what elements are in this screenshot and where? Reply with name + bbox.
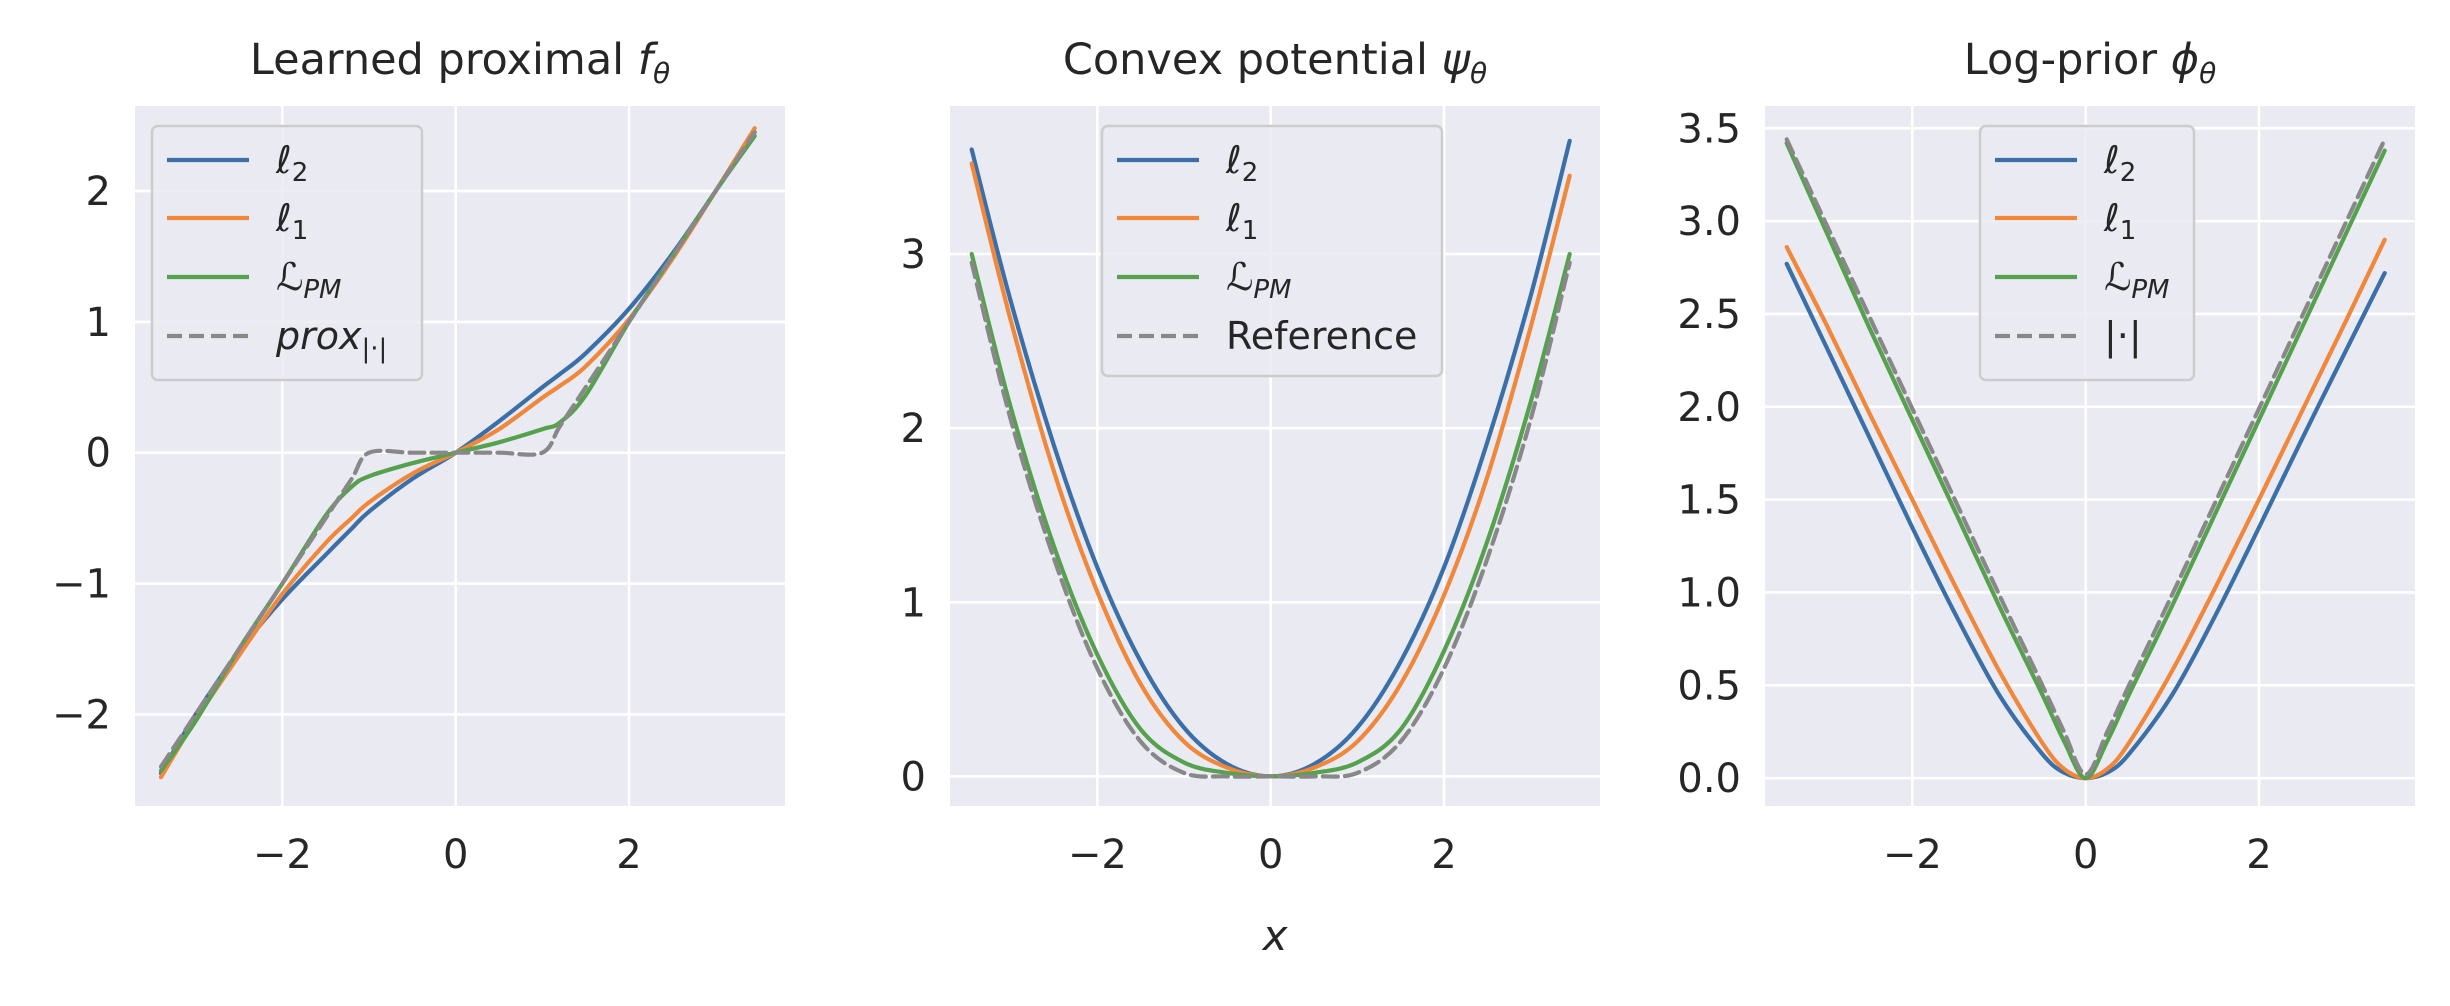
ticks-2: −2 0 2 0 1 2 3	[901, 232, 1457, 878]
panel-learned-proximal: Learned proximal fθ −2 0 2 −2 −1 0 1 2 ℓ2 ℓ1 ℒP…	[52, 35, 785, 878]
lines-1	[158, 126, 757, 780]
y-tick-label: 3.0	[1677, 199, 1741, 245]
legend-label-lpm: ℒPM	[276, 255, 342, 305]
lines-3	[1784, 137, 2387, 781]
x-tick-label: 0	[443, 832, 468, 878]
legend-label-abs: |·|	[2104, 314, 2142, 359]
x-tick-label: −2	[253, 832, 312, 878]
legend-box-1	[150, 124, 424, 382]
lines-2	[969, 138, 1572, 779]
legend-label-prox: prox|·|	[275, 314, 387, 364]
x-tick-label: 2	[2246, 832, 2271, 878]
y-tick-label: 0	[86, 431, 111, 477]
legend-label-l1: ℓ1	[275, 196, 308, 246]
y-tick-label: 2	[86, 169, 111, 215]
legend-label-l2: ℓ2	[2103, 138, 2136, 188]
panel-log-prior: Log-prior ϕθ −2 0 2 0.0 0.5 1.0 1.5 2.0 2.5 3.0 3.…	[1677, 35, 2415, 878]
chart-title-1: Learned proximal fθ	[250, 35, 670, 90]
y-tick-label: 1	[901, 580, 926, 626]
legend-label-l2: ℓ2	[275, 138, 308, 188]
y-tick-label: 1.0	[1677, 570, 1741, 616]
x-tick-label: 2	[1431, 832, 1456, 878]
legend-3: ℓ2 ℓ1 ℒPM |·|	[1978, 124, 2196, 382]
y-tick-label: 3.5	[1677, 106, 1741, 152]
y-tick-label: 1	[86, 300, 111, 346]
legend-label-lpm: ℒPM	[1226, 255, 1292, 305]
ticks-3: −2 0 2 0.0 0.5 1.0 1.5 2.0 2.5 3.0 3.5	[1677, 106, 2271, 878]
x-tick-label: 2	[616, 832, 641, 878]
series-line	[158, 130, 757, 769]
series-line	[969, 260, 1572, 779]
chart-title-2: Convex potential ψθ	[1063, 35, 1487, 90]
series-line	[1784, 137, 2387, 777]
panel-convex-potential: Convex potential ψθ −2 0 2 0 1 2 3 x ℓ2 ℓ1 ℒPM…	[901, 35, 1600, 960]
x-tick-label: 0	[1258, 832, 1283, 878]
ticks-1: −2 0 2 −2 −1 0 1 2	[52, 169, 642, 878]
y-tick-label: 2	[901, 406, 926, 452]
y-tick-label: 2.5	[1677, 292, 1741, 338]
y-tick-label: 2.0	[1677, 385, 1741, 431]
y-tick-label: 0.0	[1677, 756, 1741, 802]
y-tick-label: −2	[52, 692, 111, 738]
y-tick-label: 1.5	[1677, 478, 1741, 524]
legend-label-l2: ℓ2	[1225, 138, 1258, 188]
y-tick-label: −1	[52, 562, 111, 608]
x-tick-label: 0	[2073, 832, 2098, 878]
x-tick-label: −2	[1883, 832, 1942, 878]
y-tick-label: 3	[901, 232, 926, 278]
x-axis-label: x	[1261, 911, 1289, 960]
y-tick-label: 0.5	[1677, 663, 1741, 709]
series-line	[1784, 141, 2387, 781]
legend-label-lpm: ℒPM	[2104, 255, 2170, 305]
legend-1: ℓ2 ℓ1 ℒPM prox|·|	[150, 124, 424, 382]
legend-box-2	[1100, 124, 1444, 378]
legend-label-l1: ℓ1	[1225, 196, 1258, 246]
y-tick-label: 0	[901, 754, 926, 800]
chart-title-3: Log-prior ϕθ	[1964, 35, 2216, 90]
legend-label-reference: Reference	[1226, 314, 1417, 358]
legend-box-3	[1978, 124, 2196, 382]
legend-label-l1: ℓ1	[2103, 196, 2136, 246]
legend-2: ℓ2 ℓ1 ℒPM Reference	[1100, 124, 1444, 378]
x-tick-label: −2	[1068, 832, 1127, 878]
